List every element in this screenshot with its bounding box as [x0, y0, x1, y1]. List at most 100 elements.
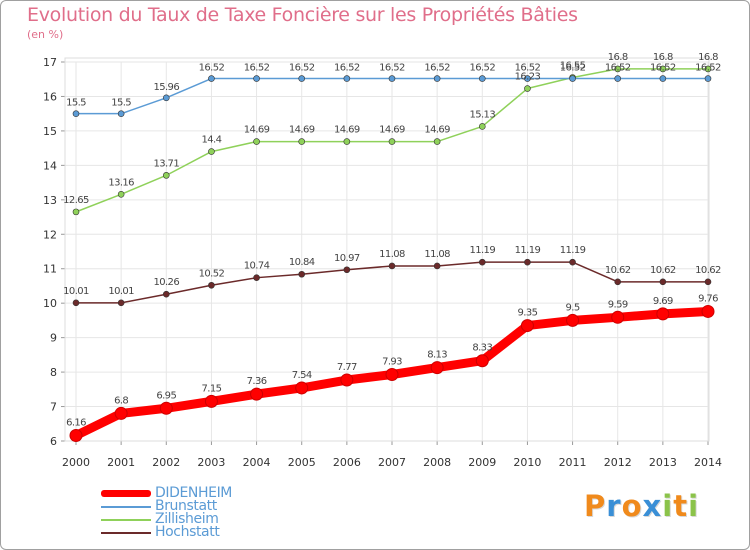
data-label: 15.5 — [111, 98, 131, 109]
data-label: 14.69 — [289, 125, 315, 136]
data-point — [253, 274, 260, 281]
data-point — [614, 278, 622, 286]
x-tick-label: 2008 — [423, 456, 451, 469]
data-label: 16.52 — [695, 63, 721, 74]
data-label: 7.36 — [247, 376, 267, 387]
data-label: 13.16 — [108, 177, 134, 188]
data-label: 9.76 — [698, 293, 718, 304]
x-tick-label: 2006 — [333, 456, 361, 469]
logo-letter: i — [688, 489, 700, 523]
data-point — [524, 258, 531, 266]
logo-letter: x — [642, 489, 663, 523]
data-point — [204, 394, 218, 408]
y-tick-label: 15 — [43, 125, 57, 138]
data-label: 16.8 — [698, 52, 718, 63]
data-point — [614, 65, 622, 73]
data-label: 16.8 — [653, 52, 673, 63]
data-point — [704, 75, 712, 82]
legend-item-brunstatt: Brunstatt — [99, 498, 299, 514]
data-point — [208, 148, 215, 155]
data-point — [117, 110, 125, 117]
x-tick-label: 2012 — [604, 456, 632, 469]
data-label: 7.93 — [382, 357, 402, 368]
data-label: 10.62 — [695, 265, 721, 276]
data-point — [659, 278, 667, 286]
x-tick-label: 2004 — [243, 456, 271, 469]
data-point — [208, 75, 215, 82]
data-label: 7.54 — [292, 370, 312, 381]
data-label: 16.55 — [560, 61, 586, 72]
data-label: 10.97 — [334, 253, 360, 264]
data-label: 10.52 — [199, 268, 225, 279]
y-tick-label: 16 — [43, 90, 57, 103]
data-label: 16.52 — [244, 63, 270, 74]
data-label: 14.4 — [201, 135, 221, 146]
legend-item-didenheim: DIDENHEIM — [99, 485, 299, 501]
data-label: 10.62 — [605, 265, 631, 276]
data-label: 12.65 — [63, 195, 89, 206]
data-label: 11.19 — [515, 245, 541, 256]
data-label: 6.16 — [66, 417, 86, 428]
axes: 6 7 8 9 10 11 12 13 14 15 16 17 2000 2001 2002 2003 2004… — [43, 56, 722, 469]
data-label: 16.23 — [515, 72, 541, 83]
data-label: 15.13 — [469, 109, 495, 120]
y-tick-label: 8 — [50, 366, 57, 379]
data-label: 6.95 — [156, 390, 176, 401]
legend-label-zillisheim: Zillisheim — [155, 511, 219, 527]
data-point — [117, 191, 125, 198]
data-point — [208, 281, 215, 289]
data-point — [295, 381, 309, 395]
data-point — [253, 75, 260, 82]
data-point — [475, 354, 489, 368]
data-point — [569, 75, 576, 82]
data-point — [114, 406, 128, 420]
data-label: 7.77 — [337, 362, 357, 373]
data-label: 10.26 — [153, 277, 179, 288]
data-point — [478, 258, 486, 266]
data-label: 16.52 — [605, 63, 631, 74]
data-point — [659, 65, 667, 73]
page-title: Evolution du Taux de Taxe Foncière sur l… — [27, 4, 578, 26]
data-point — [656, 307, 670, 321]
data-point — [659, 75, 667, 82]
series-lines — [69, 65, 715, 442]
data-point — [704, 65, 712, 73]
data-label: 16.52 — [515, 63, 541, 74]
data-label: 9.59 — [608, 299, 628, 310]
data-label: 10.84 — [289, 257, 315, 268]
y-tick-label: 10 — [43, 297, 57, 310]
legend-label-hochstatt: Hochstatt — [155, 524, 220, 540]
data-label: 11.08 — [379, 249, 405, 260]
data-label: 8.13 — [427, 350, 447, 361]
data-label: 16.52 — [199, 63, 225, 74]
data-point — [253, 138, 260, 145]
data-label: 6.8 — [114, 395, 128, 406]
data-point — [478, 75, 486, 82]
y-tick-label: 13 — [43, 194, 57, 207]
data-label: 14.69 — [424, 125, 450, 136]
logo-letter: P — [584, 489, 607, 523]
data-label: 16.52 — [650, 63, 676, 74]
x-tick-label: 2007 — [378, 456, 406, 469]
data-point — [478, 123, 486, 130]
data-point — [388, 75, 396, 82]
data-point — [430, 361, 444, 375]
x-tick-label: 2013 — [649, 456, 677, 469]
y-tick-label: 17 — [43, 56, 57, 69]
logo-letter: r — [606, 489, 622, 523]
x-tick-label: 2000 — [62, 456, 90, 469]
x-tick-label: 2011 — [559, 456, 587, 469]
data-point — [433, 75, 441, 82]
data-point — [569, 258, 576, 266]
data-point — [388, 262, 396, 270]
y-tick-label: 7 — [50, 401, 57, 414]
legend-item-zillisheim: Zillisheim — [99, 511, 299, 527]
logo-letter: t — [673, 489, 689, 523]
data-point — [72, 110, 80, 117]
data-label: 9.69 — [653, 296, 673, 307]
data-label: 16.52 — [289, 63, 315, 74]
data-point — [162, 290, 170, 298]
data-label: 16.8 — [608, 52, 628, 63]
